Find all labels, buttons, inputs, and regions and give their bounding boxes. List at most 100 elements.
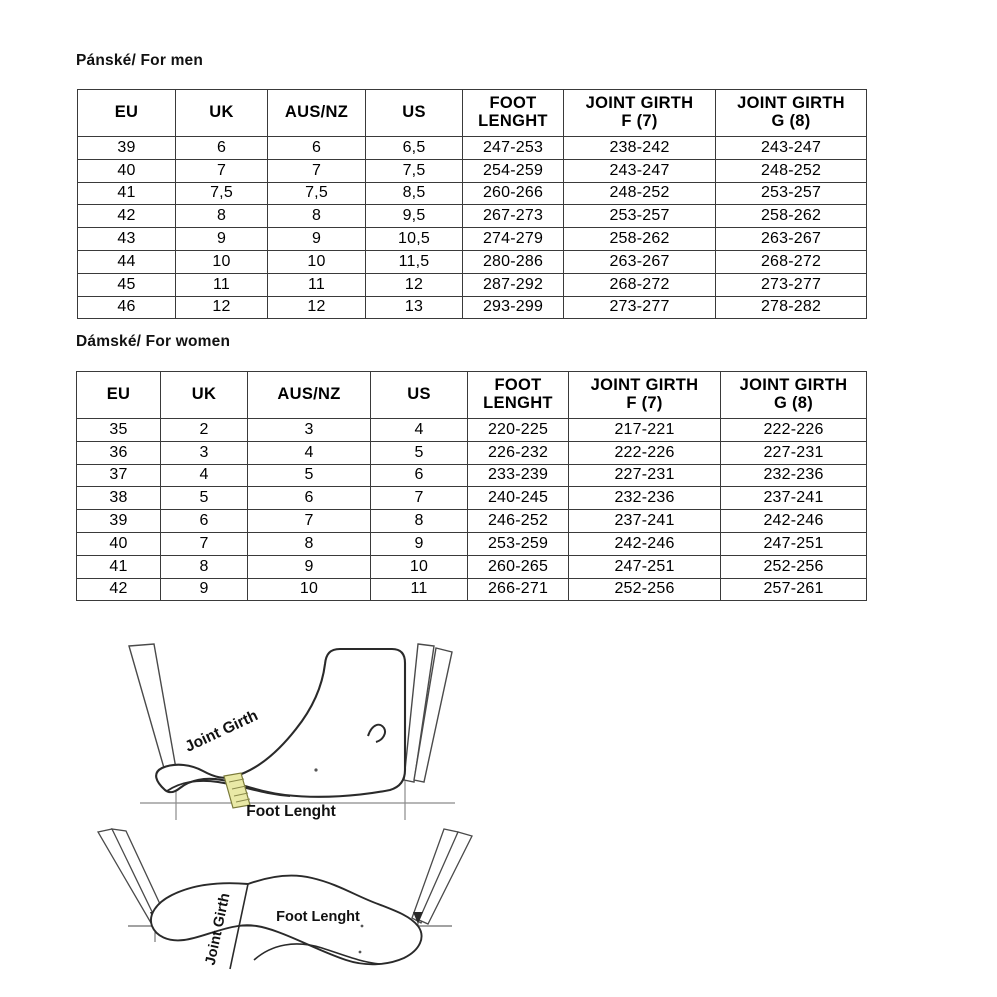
men-table-row: 45 11 11 12 287-292 268-272 273-277	[77, 272, 867, 297]
women-cell-r3-c2: 6	[247, 486, 371, 511]
men-col-header-joint-girth-g-line1: JOINT GIRTH	[737, 94, 845, 113]
women-cell-r5-c0: 40	[76, 531, 161, 556]
women-cell-r7-c4: 266-271	[467, 577, 569, 602]
men-cell-r7-c3: 13	[365, 295, 463, 320]
men-size-table: EU UK AUS/NZ US FOOT LENGHT JOINT GIRTH …	[77, 89, 867, 320]
side-view-foot-lenght-label: Foot Lenght	[246, 803, 336, 820]
men-table-row: 46 12 12 13 293-299 273-277 278-282	[77, 295, 867, 320]
men-cell-r7-c0: 46	[77, 295, 176, 320]
sole-arch-curve	[253, 943, 381, 965]
men-cell-r0-c0: 39	[77, 136, 176, 160]
foot-sole-contour	[166, 779, 291, 797]
side-view-dot	[314, 768, 318, 772]
men-cell-r6-c2: 11	[267, 272, 366, 297]
women-cell-r4-c3: 8	[370, 509, 468, 533]
women-col-header-us: US	[370, 371, 468, 419]
men-cell-r2-c4: 260-266	[462, 181, 564, 206]
women-cell-r6-c6: 252-256	[720, 554, 867, 579]
women-col-header-joint-girth-g: JOINT GIRTH G (8)	[720, 371, 867, 419]
side-view-caliper-arm-right-outer	[413, 647, 453, 783]
women-cell-r2-c3: 6	[370, 463, 468, 488]
sole-view-diagram: Joint Girth Foot Lenght	[96, 828, 473, 970]
men-cell-r2-c0: 41	[77, 181, 176, 206]
women-col-header-joint-girth-f-line2: F (7)	[626, 394, 663, 412]
women-col-header-uk-line1: UK	[191, 385, 217, 404]
men-col-header-ausnz-line1: AUS/NZ	[284, 103, 349, 122]
women-cell-r3-c0: 38	[76, 486, 161, 511]
women-cell-r6-c1: 8	[160, 554, 248, 579]
women-cell-r4-c0: 39	[76, 509, 161, 533]
sole-view-dot-2	[358, 950, 362, 954]
women-cell-r0-c0: 35	[76, 418, 161, 442]
men-cell-r4-c6: 263-267	[715, 227, 867, 251]
men-cell-r7-c5: 273-277	[563, 295, 716, 320]
women-cell-r4-c2: 7	[247, 509, 371, 533]
men-table-body: 39 6 6 6,5 247-253 238-242 243-247 40 7 7 7,5 254-2…	[77, 136, 867, 320]
foot-sole-outline	[150, 874, 423, 966]
sole-view-caliper-arm-right-outer	[418, 831, 473, 925]
tape-tick-3	[233, 792, 249, 797]
men-cell-r4-c5: 258-262	[563, 227, 716, 251]
men-table-row: 44 10 10 11,5 280-286 263-267 268-272	[77, 249, 867, 274]
men-cell-r6-c1: 11	[175, 272, 268, 297]
women-cell-r6-c0: 41	[76, 554, 161, 579]
men-cell-r0-c3: 6,5	[365, 136, 463, 160]
women-col-header-foot-lenght-line1: FOOT	[494, 376, 542, 395]
men-cell-r6-c6: 273-277	[715, 272, 867, 297]
men-cell-r6-c0: 45	[77, 272, 176, 297]
men-col-header-uk: UK	[175, 89, 268, 137]
men-cell-r3-c0: 42	[77, 204, 176, 229]
women-cell-r2-c6: 232-236	[720, 463, 867, 488]
tape-tick-4	[235, 798, 251, 803]
men-cell-r6-c5: 268-272	[563, 272, 716, 297]
women-cell-r0-c5: 217-221	[568, 418, 721, 442]
women-cell-r3-c3: 7	[370, 486, 468, 511]
sole-view-foot-lenght-label: Foot Lenght	[276, 909, 360, 925]
women-cell-r2-c2: 5	[247, 463, 371, 488]
women-cell-r6-c3: 10	[370, 554, 468, 579]
diagram-canvas: Joint Girth Foot Lenght	[96, 643, 473, 970]
women-cell-r1-c6: 227-231	[720, 440, 867, 465]
women-cell-r1-c2: 4	[247, 440, 371, 465]
men-cell-r3-c3: 9,5	[365, 204, 463, 229]
women-table-row: 35 2 3 4 220-225 217-221 222-226	[76, 418, 867, 442]
men-col-header-joint-girth-f-line2: F (7)	[621, 112, 658, 130]
women-cell-r5-c3: 9	[370, 531, 468, 556]
women-cell-r4-c5: 237-241	[568, 509, 721, 533]
men-cell-r4-c3: 10,5	[365, 227, 463, 251]
women-cell-r7-c3: 11	[370, 577, 468, 602]
men-cell-r1-c5: 243-247	[563, 158, 716, 183]
women-cell-r7-c1: 9	[160, 577, 248, 602]
men-cell-r5-c2: 10	[267, 249, 366, 274]
women-cell-r0-c1: 2	[160, 418, 248, 442]
women-cell-r3-c1: 5	[160, 486, 248, 511]
women-cell-r7-c5: 252-256	[568, 577, 721, 602]
women-cell-r5-c2: 8	[247, 531, 371, 556]
men-cell-r1-c2: 7	[267, 158, 366, 183]
women-cell-r7-c6: 257-261	[720, 577, 867, 602]
men-col-header-eu-line1: EU	[114, 103, 139, 122]
women-cell-r7-c2: 10	[247, 577, 371, 602]
women-table-body: 35 2 3 4 220-225 217-221 222-226 36 3 4 5 226-232 22…	[76, 418, 867, 602]
women-cell-r1-c3: 5	[370, 440, 468, 465]
women-table-row: 40 7 8 9 253-259 242-246 247-251	[76, 531, 867, 556]
women-cell-r5-c5: 242-246	[568, 531, 721, 556]
women-cell-r1-c4: 226-232	[467, 440, 569, 465]
men-cell-r7-c6: 278-282	[715, 295, 867, 320]
women-cell-r1-c5: 222-226	[568, 440, 721, 465]
tape-tick-1	[228, 778, 245, 783]
women-cell-r4-c4: 246-252	[467, 509, 569, 533]
side-view-caliper-arm-right	[403, 643, 435, 783]
men-cell-r4-c0: 43	[77, 227, 176, 251]
men-col-header-foot-lenght: FOOT LENGHT	[462, 89, 564, 137]
women-cell-r1-c0: 36	[76, 440, 161, 465]
foot-measurement-diagrams: Joint Girth Foot Lenght	[0, 630, 997, 997]
women-cell-r0-c2: 3	[247, 418, 371, 442]
women-cell-r0-c6: 222-226	[720, 418, 867, 442]
men-cell-r2-c5: 248-252	[563, 181, 716, 206]
women-cell-r6-c4: 260-265	[467, 554, 569, 579]
men-cell-r7-c1: 12	[175, 295, 268, 320]
men-cell-r0-c5: 238-242	[563, 136, 716, 160]
women-cell-r6-c5: 247-251	[568, 554, 721, 579]
men-cell-r5-c1: 10	[175, 249, 268, 274]
